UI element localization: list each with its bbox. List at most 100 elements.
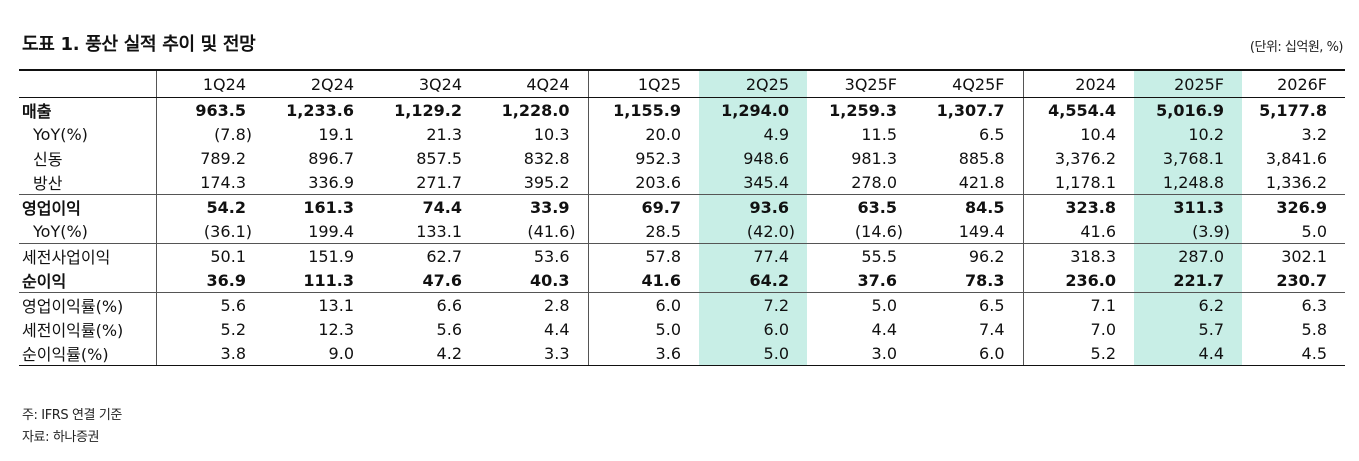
table-cell: 6.3 [1242, 292, 1345, 317]
col-header: 2024 [1023, 69, 1134, 98]
row-label: 영업이익률(%) [19, 292, 157, 317]
table-row: 영업이익 54.2 161.3 74.4 33.9 69.7 93.6 63.5 84.5 323… [19, 194, 1345, 219]
table-row: 신동 789.2 896.7 857.5 832.8 952.3 948.6 981.3 885… [19, 146, 1345, 170]
table-cell: 6.2 [1134, 292, 1242, 317]
table-cell: 5.0 [807, 292, 915, 317]
table-row: 세전이익률(%) 5.2 12.3 5.6 4.4 5.0 6.0 4.4 7.4 7.0 5.7 5… [19, 317, 1345, 341]
col-header: 2Q24 [264, 69, 372, 98]
table-cell: 54.2 [156, 194, 264, 219]
table-cell: 6.6 [372, 292, 480, 317]
col-header: 3Q24 [372, 69, 480, 98]
table-cell: 5,177.8 [1259, 100, 1327, 120]
table-row: YoY(%) (7.8) 19.1 21.3 10.3 20.0 4.9 11.5 6.5 10.… [19, 122, 1345, 146]
table-cell: 6.0 [699, 317, 807, 341]
table-cell: 3,376.2 [1054, 148, 1116, 168]
table-cell: 33.9 [480, 194, 589, 219]
table-cell: 948.6 [699, 146, 807, 170]
header-corner [19, 69, 157, 98]
table-cell: 5.0 [655, 319, 681, 339]
table-cell: 287.0 [1134, 243, 1242, 268]
col-header: 2025F [1134, 69, 1242, 98]
table-cell: 896.7 [308, 148, 354, 168]
table-row: 매출 963.5 1,233.6 1,129.2 1,228.0 1,155.9 1,294… [19, 97, 1345, 122]
table-cell: 41.6 [1080, 221, 1116, 241]
table-cell: 323.8 [1023, 194, 1134, 219]
table-cell: 5,016.9 [1134, 97, 1242, 122]
table-cell: (7.8) [214, 124, 252, 144]
table-cell: 21.3 [426, 124, 462, 144]
table-cell: 5.7 [1134, 317, 1242, 341]
earnings-table: 1Q24 2Q24 3Q24 4Q24 1Q25 2Q25 3Q25F 4Q25… [19, 69, 1345, 366]
table-cell: 7.4 [915, 317, 1024, 341]
table-cell: 6.5 [915, 292, 1024, 317]
table-cell: 5.2 [1023, 341, 1134, 366]
table-cell: 47.6 [422, 270, 462, 290]
table-cell: 832.8 [480, 146, 589, 170]
table-cell: 3.6 [588, 341, 699, 366]
table-cell: 885.8 [915, 146, 1024, 170]
table-cell: 74.4 [372, 194, 480, 219]
table-cell: 6.0 [588, 292, 699, 317]
table-cell: 10.4 [1080, 124, 1116, 144]
table-cell: 53.6 [480, 243, 589, 268]
table-cell: 161.3 [264, 194, 372, 219]
table-cell: 10.2 [1134, 122, 1242, 146]
table-cell: 78.3 [915, 268, 1024, 293]
col-header: 1Q25 [588, 69, 699, 98]
table-body: 매출 963.5 1,233.6 1,129.2 1,228.0 1,155.9 1,294… [19, 97, 1345, 366]
table-cell: 19.1 [318, 124, 354, 144]
table-cell: 1,294.0 [699, 97, 807, 122]
row-label: YoY(%) [19, 122, 157, 146]
table-cell: 69.7 [588, 194, 699, 219]
table-cell: 7.2 [699, 292, 807, 317]
table-cell: 981.3 [851, 148, 897, 168]
col-header: 3Q25F [807, 69, 915, 98]
table-cell: 6.5 [915, 122, 1024, 146]
table-cell: 37.6 [857, 270, 897, 290]
col-header: 2026F [1242, 69, 1345, 98]
table-cell: 271.7 [416, 172, 462, 192]
table-cell: 93.6 [699, 194, 807, 219]
table-row: 순이익 36.9 111.3 47.6 40.3 41.6 64.2 37.6 78.3 236.… [19, 268, 1345, 293]
table-cell: 1,233.6 [286, 100, 354, 120]
table-cell: 50.1 [156, 243, 264, 268]
table-cell: 326.9 [1242, 194, 1345, 219]
table-cell: 57.8 [588, 243, 699, 268]
table-cell: 236.0 [1065, 270, 1116, 290]
table-cell: 96.2 [915, 243, 1024, 268]
table-cell: 13.1 [264, 292, 372, 317]
table-cell: 199.4 [308, 221, 354, 241]
table-cell: 4.5 [1242, 341, 1345, 366]
col-header: 2Q25 [699, 69, 807, 98]
row-label: YoY(%) [19, 219, 157, 244]
table-cell: 1,129.2 [394, 100, 462, 120]
table-cell: 84.5 [915, 194, 1024, 219]
table-cell: 230.7 [1276, 270, 1327, 290]
table-cell: (3.9) [1134, 219, 1242, 244]
table-cell: 12.3 [318, 319, 354, 339]
table-cell: 5.6 [436, 319, 462, 339]
table-cell: 174.3 [200, 172, 246, 192]
table-cell: 2.8 [480, 292, 589, 317]
row-label: 세전이익률(%) [19, 317, 157, 341]
table-cell: 963.5 [195, 100, 246, 120]
table-cell: 1,248.8 [1134, 170, 1242, 195]
table-cell: 77.4 [699, 243, 807, 268]
table-cell: 111.3 [303, 270, 354, 290]
table-cell: 133.1 [416, 221, 462, 241]
table-cell: 221.7 [1134, 268, 1242, 293]
table-cell: 20.0 [645, 124, 681, 144]
table-cell: 1,155.9 [613, 100, 681, 120]
table-title: 도표 1. 풍산 실적 추이 및 전망 [22, 34, 256, 55]
table-cell: 151.9 [264, 243, 372, 268]
row-label: 방산 [19, 170, 157, 195]
table-cell: 6.0 [915, 341, 1024, 366]
table-cell: 3.0 [807, 341, 915, 366]
row-label: 매출 [19, 97, 157, 122]
table-cell: 318.3 [1023, 243, 1134, 268]
table-cell: 63.5 [807, 194, 915, 219]
table-cell: 9.0 [264, 341, 372, 366]
table-cell: 1,178.1 [1054, 172, 1116, 192]
table-cell: 3,841.6 [1265, 148, 1327, 168]
